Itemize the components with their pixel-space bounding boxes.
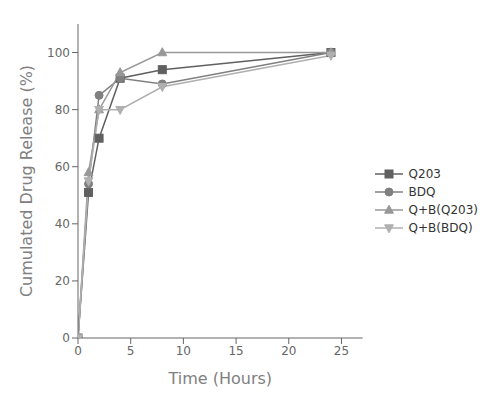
svg-text:Time (Hours): Time (Hours) xyxy=(167,369,272,388)
svg-text:25: 25 xyxy=(334,344,349,358)
svg-text:20: 20 xyxy=(55,274,70,288)
svg-text:40: 40 xyxy=(55,217,70,231)
html-text:Q+B(BDQ): Q+B(BDQ) xyxy=(408,221,473,235)
svg-text:20: 20 xyxy=(281,344,296,358)
svg-text:0: 0 xyxy=(74,344,82,358)
svg-text:10: 10 xyxy=(176,344,191,358)
svg-text:15: 15 xyxy=(228,344,243,358)
html-text:Q+B(Q203): Q+B(Q203) xyxy=(408,203,478,217)
svg-text:0: 0 xyxy=(62,331,70,345)
svg-text:5: 5 xyxy=(127,344,135,358)
html-text:Q203: Q203 xyxy=(408,167,441,181)
svg-text:100: 100 xyxy=(47,46,70,60)
html-text:BDQ: BDQ xyxy=(408,185,436,199)
svg-text:Cumulated Drug Release (%): Cumulated Drug Release (%) xyxy=(17,65,36,297)
svg-text:80: 80 xyxy=(55,103,70,117)
svg-text:60: 60 xyxy=(55,160,70,174)
